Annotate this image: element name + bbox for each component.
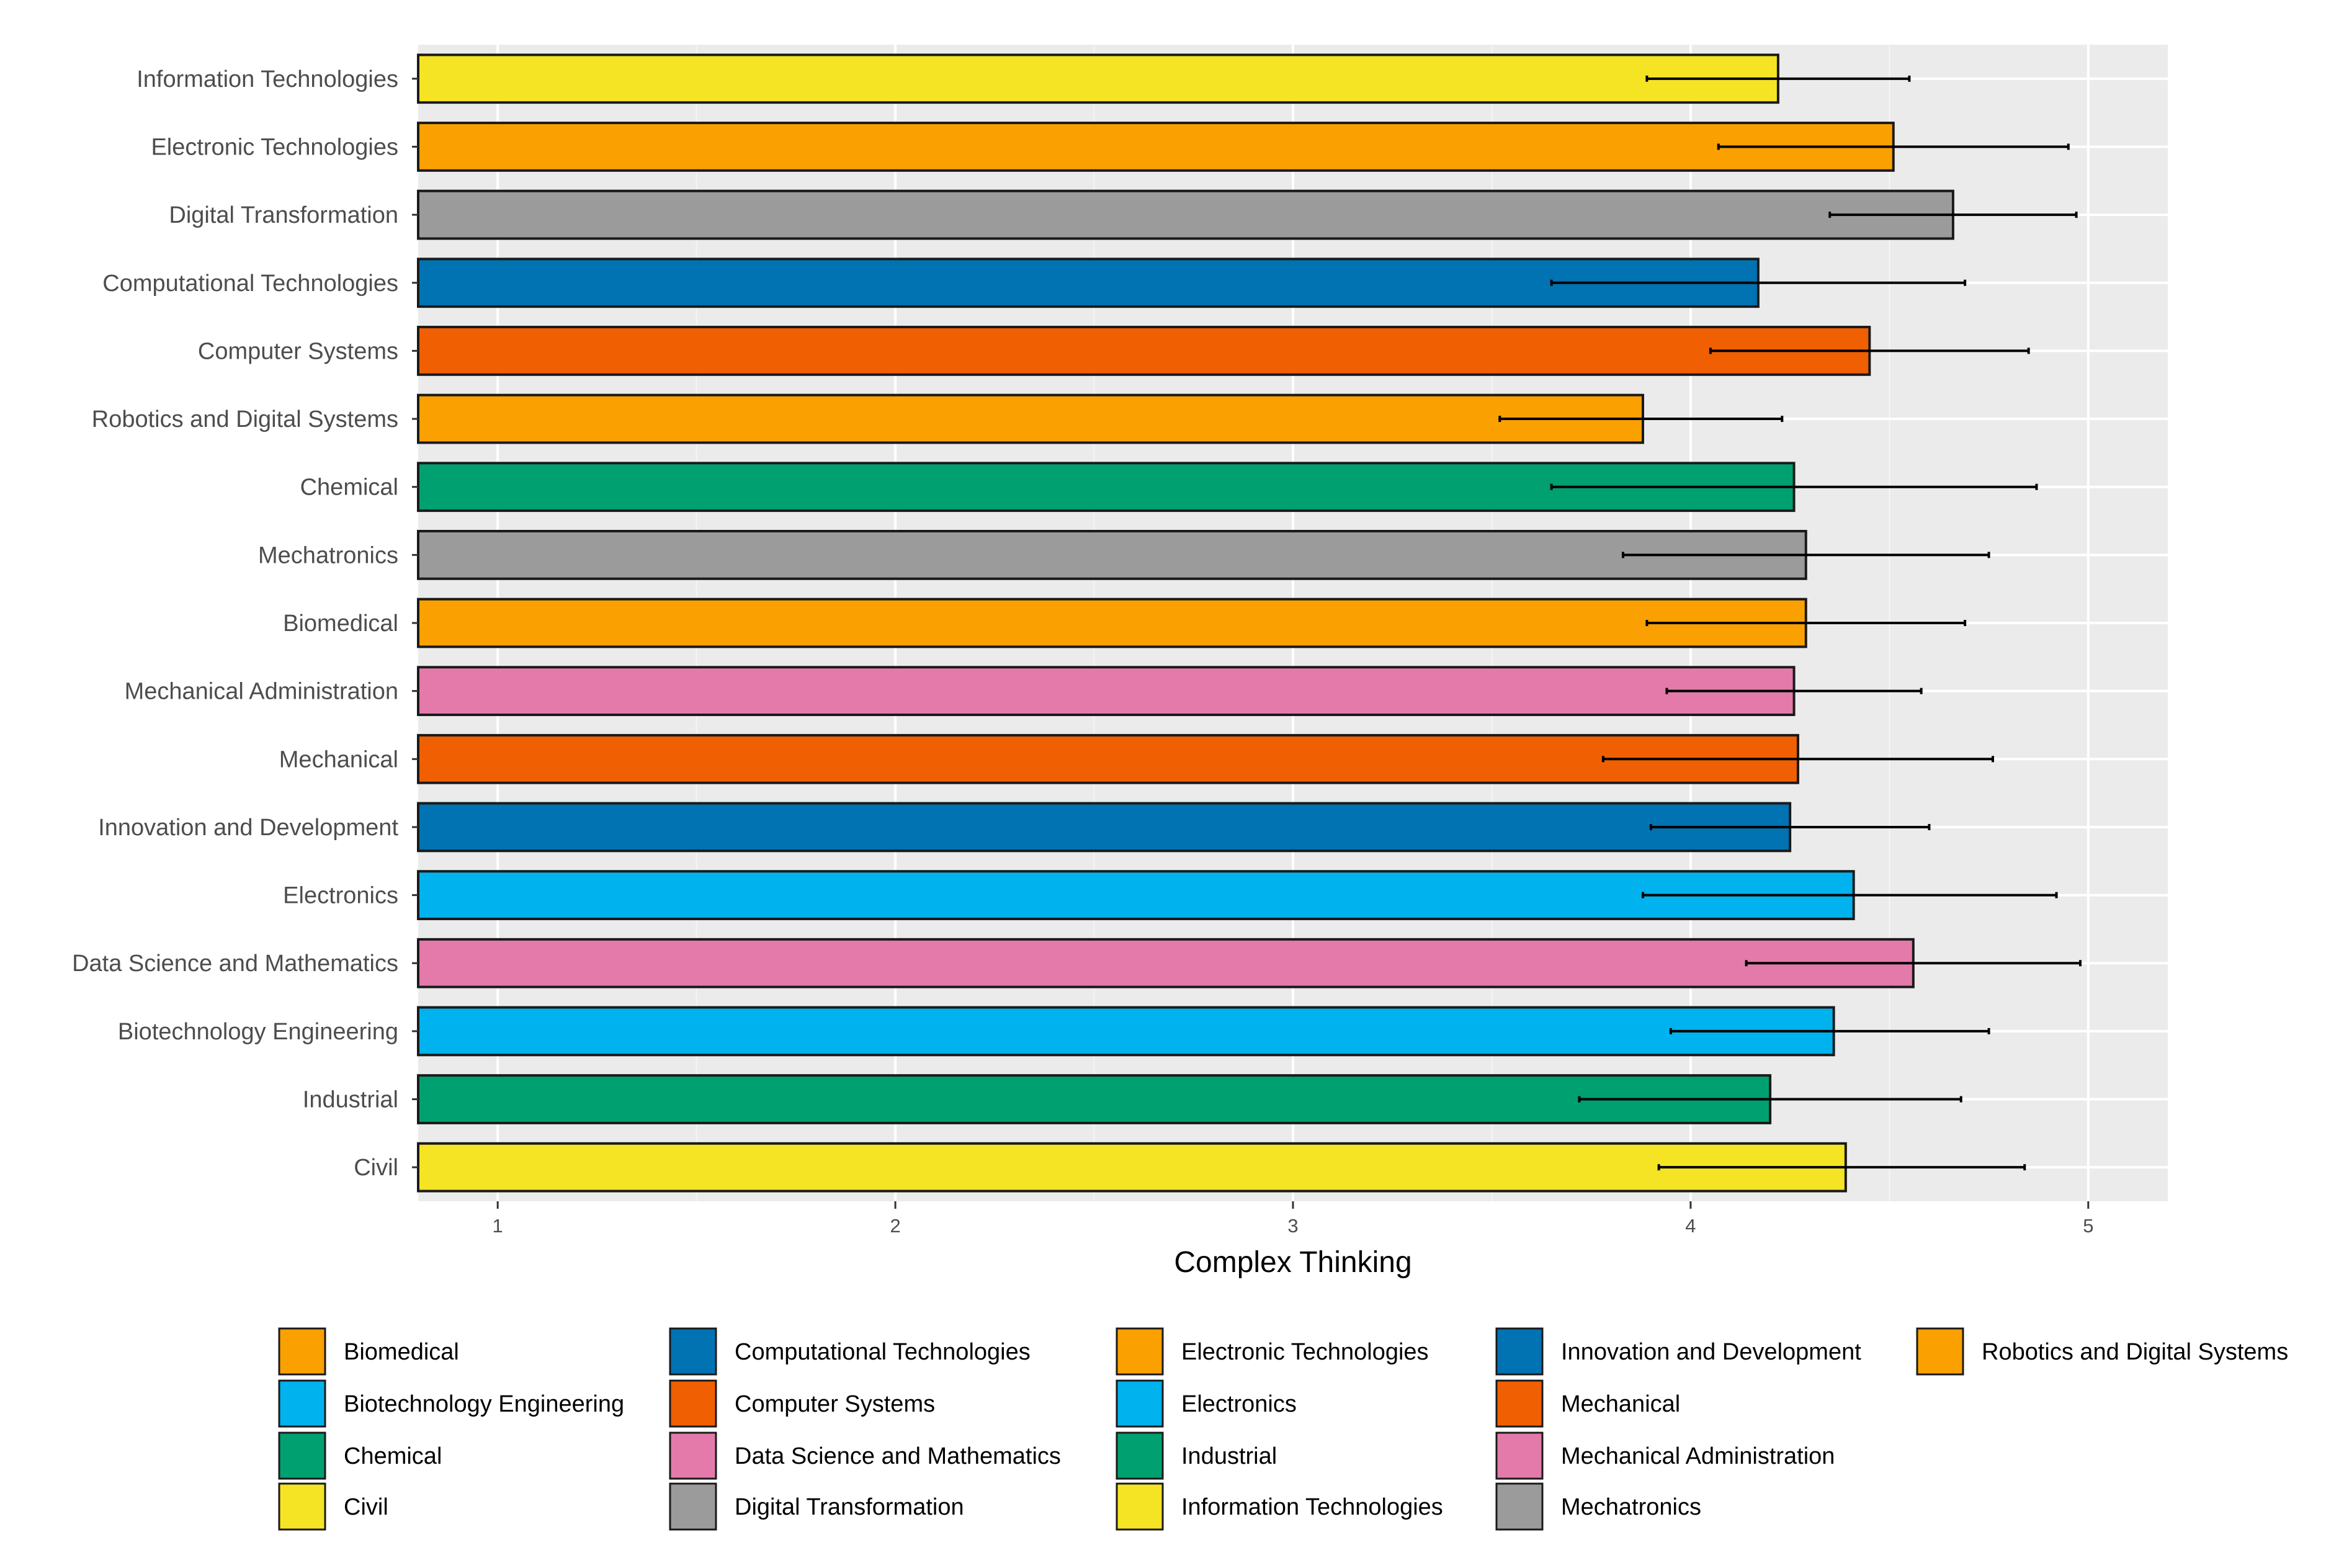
bar bbox=[417, 666, 1796, 717]
bar bbox=[417, 938, 1915, 988]
legend-swatch bbox=[278, 1327, 326, 1376]
error-bars bbox=[1498, 75, 2082, 1171]
y-tick-label: Mechanical bbox=[279, 746, 398, 773]
legend-swatch bbox=[669, 1482, 717, 1531]
bar bbox=[417, 870, 1855, 920]
x-tick-label: 1 bbox=[493, 1215, 503, 1237]
bar bbox=[417, 1074, 1772, 1124]
bars bbox=[417, 53, 1954, 1193]
x-tick-label: 3 bbox=[1287, 1215, 1298, 1237]
y-tick-label: Biomedical bbox=[283, 611, 398, 637]
y-tick-label: Industrial bbox=[303, 1087, 398, 1113]
legend-swatch bbox=[669, 1379, 717, 1428]
bar bbox=[417, 393, 1644, 444]
legend-label: Digital Transformation bbox=[735, 1494, 964, 1520]
y-tick-label: Robotics and Digital Systems bbox=[92, 406, 398, 432]
x-axis-title: Complex Thinking bbox=[1174, 1246, 1411, 1279]
bar bbox=[417, 802, 1792, 853]
legend-swatch bbox=[278, 1379, 326, 1428]
y-tick-label: Mechanical Administration bbox=[125, 679, 398, 705]
x-tick-label: 4 bbox=[1685, 1215, 1696, 1237]
legend-label: Civil bbox=[344, 1494, 388, 1520]
legend-swatch bbox=[1495, 1431, 1544, 1480]
legend-label: Data Science and Mathematics bbox=[735, 1443, 1061, 1469]
legend-label: Electronics bbox=[1181, 1391, 1297, 1417]
legend-label: Biotechnology Engineering bbox=[344, 1391, 624, 1417]
legend-swatch bbox=[1495, 1482, 1544, 1531]
x-axis: 1 2 3 4 5 bbox=[493, 1201, 2093, 1237]
bar bbox=[417, 1142, 1847, 1193]
y-tick-label: Mechatronics bbox=[258, 542, 398, 568]
legend-label: Information Technologies bbox=[1181, 1494, 1443, 1520]
bar bbox=[417, 122, 1895, 172]
legend-label: Mechanical Administration bbox=[1561, 1443, 1835, 1469]
legend-label: Computational Technologies bbox=[735, 1339, 1031, 1365]
x-tick-label: 2 bbox=[890, 1215, 900, 1237]
y-axis-labels: Information Technologies Electronic Techn… bbox=[72, 66, 418, 1181]
y-tick-label: Information Technologies bbox=[136, 66, 398, 92]
x-tick-label: 5 bbox=[2083, 1215, 2093, 1237]
legend-label: Innovation and Development bbox=[1561, 1339, 1861, 1365]
bar bbox=[417, 529, 1807, 580]
legend-label: Computer Systems bbox=[735, 1391, 935, 1417]
legend-label: Mechatronics bbox=[1561, 1494, 1701, 1520]
legend-swatch bbox=[669, 1327, 717, 1376]
legend-swatch bbox=[1495, 1379, 1544, 1428]
bar bbox=[417, 326, 1871, 376]
legend-swatch bbox=[278, 1482, 326, 1531]
y-tick-label: Civil bbox=[354, 1155, 398, 1181]
legend-label: Electronic Technologies bbox=[1181, 1339, 1429, 1365]
bar bbox=[417, 189, 1954, 240]
legend-swatch bbox=[1116, 1379, 1164, 1428]
legend-label: Chemical bbox=[344, 1443, 442, 1469]
legend-swatch bbox=[669, 1431, 717, 1480]
y-tick-label: Biotechnology Engineering bbox=[118, 1019, 398, 1045]
legend-swatch bbox=[1116, 1482, 1164, 1531]
legend-label: Biomedical bbox=[344, 1339, 459, 1365]
y-tick-label: Computer Systems bbox=[198, 338, 398, 364]
legend: Biomedical Biotechnology Engineering Chemi… bbox=[278, 1327, 2288, 1531]
legend-swatch bbox=[1495, 1327, 1544, 1376]
bar bbox=[417, 53, 1779, 104]
bar bbox=[417, 733, 1799, 784]
legend-label: Robotics and Digital Systems bbox=[1982, 1339, 2288, 1365]
y-tick-label: Chemical bbox=[300, 475, 398, 501]
legend-swatch bbox=[1116, 1431, 1164, 1480]
y-tick-label: Data Science and Mathematics bbox=[72, 951, 398, 977]
legend-label: Mechanical bbox=[1561, 1391, 1680, 1417]
y-tick-label: Electronic Technologies bbox=[151, 134, 398, 160]
legend-swatch bbox=[278, 1431, 326, 1480]
bar bbox=[417, 598, 1807, 648]
legend-swatch bbox=[1916, 1327, 1964, 1376]
y-tick-label: Innovation and Development bbox=[98, 815, 398, 841]
legend-label: Industrial bbox=[1181, 1443, 1277, 1469]
y-tick-label: Electronics bbox=[283, 883, 398, 909]
bar bbox=[417, 1006, 1835, 1057]
y-tick-label: Computational Technologies bbox=[102, 271, 398, 297]
y-tick-label: Digital Transformation bbox=[169, 202, 398, 228]
legend-swatch bbox=[1116, 1327, 1164, 1376]
